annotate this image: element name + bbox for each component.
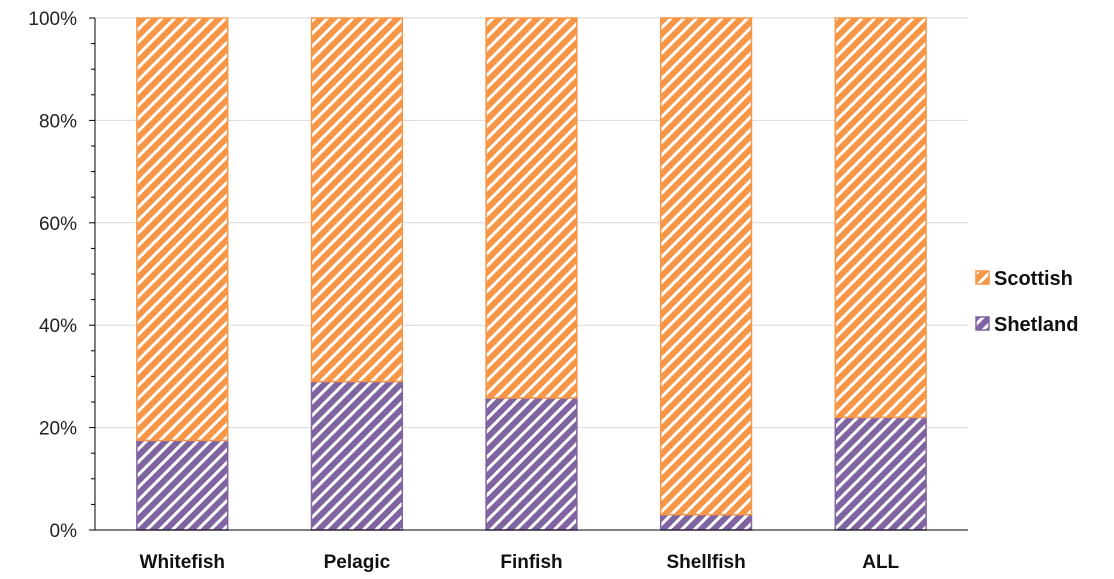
bars bbox=[136, 17, 927, 531]
y-tick-label: 40% bbox=[39, 316, 77, 337]
bar-segment-scottish-finfish bbox=[485, 17, 578, 399]
legend-label-shetland: Shetland bbox=[994, 314, 1078, 336]
bar-segment-scottish-whitefish bbox=[136, 17, 229, 442]
x-category-label: Shellfish bbox=[667, 552, 746, 573]
x-category-label: Pelagic bbox=[324, 552, 391, 573]
legend-swatch-scottish bbox=[975, 270, 990, 285]
y-tick-label: 80% bbox=[39, 111, 77, 132]
bar-segment-shetland-all bbox=[834, 416, 927, 531]
y-tick-label: 0% bbox=[50, 521, 78, 542]
x-category-label: ALL bbox=[862, 552, 899, 573]
bar-segment-scottish-shellfish bbox=[659, 17, 753, 516]
bar-segment-shetland-whitefish bbox=[136, 439, 229, 531]
legend-label-scottish: Scottish bbox=[994, 268, 1073, 290]
x-category-label: Finfish bbox=[500, 552, 562, 573]
bar-segment-scottish-pelagic bbox=[310, 17, 404, 383]
x-axis: Whitefish Pelagic Finfish Shellfish ALL bbox=[95, 529, 968, 573]
legend: Scottish Shetland bbox=[975, 268, 1078, 336]
bar-segment-scottish-all bbox=[834, 17, 927, 419]
bar-segment-shetland-shellfish bbox=[659, 513, 753, 531]
y-tick-label: 20% bbox=[39, 419, 77, 440]
x-category-label: Whitefish bbox=[140, 552, 226, 573]
bar-segment-shetland-pelagic bbox=[310, 380, 404, 531]
y-tick-label: 100% bbox=[28, 9, 77, 30]
y-tick-label: 60% bbox=[39, 214, 77, 235]
bar-segment-shetland-finfish bbox=[485, 397, 578, 531]
legend-swatch-shetland bbox=[975, 316, 990, 331]
y-axis: 0% 20% 40% 60% 80% 100% bbox=[28, 9, 96, 542]
